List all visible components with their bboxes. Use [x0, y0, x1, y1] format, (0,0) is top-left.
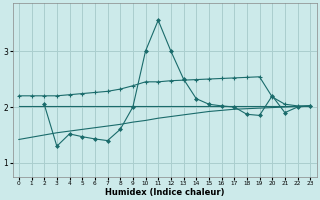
X-axis label: Humidex (Indice chaleur): Humidex (Indice chaleur) [105, 188, 224, 197]
